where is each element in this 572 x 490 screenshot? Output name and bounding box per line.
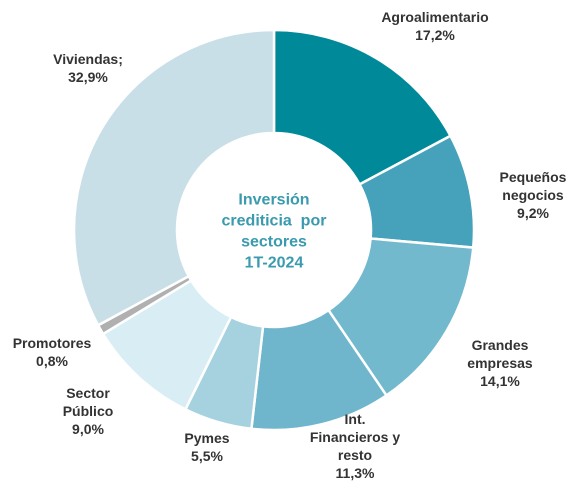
value-label: 32,9% xyxy=(68,69,108,85)
value-label: 0,8% xyxy=(36,353,68,369)
slice xyxy=(272,28,453,187)
slice-label: Grandes empresas 14,1% xyxy=(455,336,545,390)
value-label: 9,2% xyxy=(517,205,549,221)
category-label: Grandes empresas xyxy=(467,337,533,371)
slice xyxy=(326,237,475,398)
category-label: Agroalimentario xyxy=(381,9,489,25)
value-label: 14,1% xyxy=(480,373,520,389)
center-title: 1T-2024 xyxy=(245,255,304,272)
value-label: 17,2% xyxy=(415,27,455,43)
category-label: Viviendas; xyxy=(53,51,123,67)
slice-label: Agroalimentario 17,2% xyxy=(355,8,515,44)
slice xyxy=(72,28,276,327)
slice-label: Pymes 5,5% xyxy=(167,429,247,465)
category-label: Promotores xyxy=(12,335,92,351)
center-title: crediticia por xyxy=(222,213,327,230)
center-title: Inversión xyxy=(238,192,309,209)
category-label: Pequeños negocios xyxy=(499,169,567,203)
value-label: 11,3% xyxy=(335,465,375,481)
center-title: sectores xyxy=(241,234,307,251)
value-label: 5,5% xyxy=(191,448,223,464)
slice-label: Sector Público 9,0% xyxy=(53,384,123,438)
category-label: Pymes xyxy=(184,430,230,446)
category-label: Int. Financieros y resto xyxy=(309,411,401,463)
slice-label: Pequeños negocios 9,2% xyxy=(488,168,572,222)
category-label: Sector Público xyxy=(62,385,114,419)
slice-label: Viviendas; 32,9% xyxy=(33,50,143,86)
slice-label: Promotores 0,8% xyxy=(0,334,107,370)
slice-label: Int. Financieros y resto 11,3% xyxy=(309,410,401,482)
value-label: 9,0% xyxy=(72,421,104,437)
